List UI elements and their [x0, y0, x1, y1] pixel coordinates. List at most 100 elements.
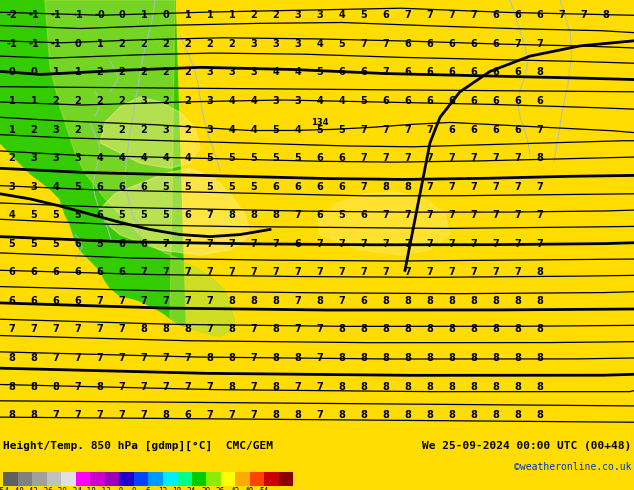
- Text: 7: 7: [449, 210, 455, 220]
- Text: 2: 2: [163, 68, 169, 77]
- Text: 5: 5: [75, 182, 81, 192]
- Text: 8: 8: [382, 296, 389, 306]
- Text: 7: 7: [470, 210, 477, 220]
- Text: 8: 8: [339, 382, 346, 392]
- Text: 3: 3: [75, 153, 81, 163]
- Text: 7: 7: [515, 153, 521, 163]
- Text: 6: 6: [316, 153, 323, 163]
- Text: 1: 1: [184, 10, 191, 20]
- Text: 7: 7: [383, 239, 389, 249]
- Text: ©weatheronline.co.uk: ©weatheronline.co.uk: [514, 462, 631, 472]
- Text: 4: 4: [339, 10, 346, 20]
- Text: 8: 8: [515, 296, 521, 306]
- Text: 7: 7: [470, 182, 477, 192]
- Text: 7: 7: [119, 353, 126, 363]
- Text: 7: 7: [250, 324, 257, 334]
- Text: 8: 8: [449, 353, 455, 363]
- Text: 7: 7: [163, 239, 169, 249]
- Text: 3: 3: [295, 96, 301, 106]
- Text: 6: 6: [383, 10, 389, 20]
- Text: 4: 4: [339, 96, 346, 106]
- Text: 7: 7: [493, 210, 500, 220]
- Text: 6: 6: [53, 296, 60, 306]
- Text: 8: 8: [404, 324, 411, 334]
- Text: 3: 3: [53, 153, 60, 163]
- Text: 7: 7: [295, 268, 301, 277]
- Text: 7: 7: [229, 268, 235, 277]
- Text: 7: 7: [96, 324, 103, 334]
- Text: 7: 7: [404, 239, 411, 249]
- Text: 6: 6: [339, 182, 346, 192]
- Text: 5: 5: [361, 10, 367, 20]
- Text: 3: 3: [229, 68, 235, 77]
- Text: 7: 7: [273, 268, 280, 277]
- Text: 6: 6: [184, 410, 191, 420]
- Text: 8: 8: [250, 296, 257, 306]
- Text: 1: 1: [229, 10, 235, 20]
- Text: 7: 7: [141, 382, 147, 392]
- Text: 8: 8: [361, 324, 368, 334]
- Text: 3: 3: [273, 39, 280, 49]
- Text: 5: 5: [339, 39, 346, 49]
- Text: 0: 0: [119, 10, 126, 20]
- Text: 7: 7: [449, 239, 455, 249]
- Text: 7: 7: [316, 268, 323, 277]
- Text: 7: 7: [295, 382, 301, 392]
- Text: 4: 4: [316, 39, 323, 49]
- Text: 7: 7: [470, 153, 477, 163]
- Text: 8: 8: [404, 353, 411, 363]
- Text: 8: 8: [449, 410, 455, 420]
- Text: 5: 5: [163, 210, 169, 220]
- Text: 7: 7: [536, 124, 543, 135]
- Text: -1: -1: [6, 39, 17, 49]
- Text: 7: 7: [581, 10, 587, 20]
- Text: 6: 6: [30, 268, 37, 277]
- Text: 8: 8: [427, 296, 434, 306]
- Text: 8: 8: [96, 382, 103, 392]
- Text: 8: 8: [361, 382, 368, 392]
- Text: 5: 5: [9, 239, 15, 249]
- Text: 8: 8: [470, 353, 477, 363]
- Text: 6: 6: [339, 153, 346, 163]
- Text: 8: 8: [229, 382, 235, 392]
- Text: 4: 4: [250, 96, 257, 106]
- Text: -1: -1: [29, 10, 39, 20]
- Text: 8: 8: [536, 382, 543, 392]
- Text: 7: 7: [427, 210, 434, 220]
- Text: 4: 4: [96, 153, 103, 163]
- Bar: [75, 472, 90, 486]
- Text: 6: 6: [141, 239, 147, 249]
- Text: 6: 6: [493, 10, 500, 20]
- Text: 5: 5: [119, 210, 126, 220]
- Text: 4: 4: [295, 124, 301, 135]
- Text: 2: 2: [75, 124, 81, 135]
- Text: 8: 8: [9, 382, 15, 392]
- Text: -0: -0: [94, 10, 105, 20]
- Text: 8: 8: [536, 410, 543, 420]
- Text: 7: 7: [250, 382, 257, 392]
- Text: 8: 8: [536, 324, 543, 334]
- Polygon shape: [0, 0, 185, 326]
- Text: 8: 8: [361, 410, 368, 420]
- Text: 6: 6: [273, 182, 280, 192]
- Text: 8: 8: [493, 382, 500, 392]
- Text: 7: 7: [383, 268, 389, 277]
- Text: 7: 7: [184, 353, 191, 363]
- Text: 7: 7: [427, 124, 434, 135]
- Text: 5: 5: [295, 153, 301, 163]
- Text: 5: 5: [273, 124, 280, 135]
- Text: 5: 5: [339, 124, 346, 135]
- Text: 7: 7: [361, 39, 367, 49]
- Text: 5: 5: [53, 239, 60, 249]
- Text: 7: 7: [250, 239, 257, 249]
- Text: 6: 6: [119, 182, 126, 192]
- Text: 36: 36: [216, 487, 225, 490]
- Bar: [119, 472, 134, 486]
- Text: 7: 7: [383, 39, 389, 49]
- Text: 6: 6: [316, 210, 323, 220]
- Text: 7: 7: [316, 382, 323, 392]
- Text: 7: 7: [493, 153, 500, 163]
- Text: -30: -30: [54, 487, 68, 490]
- Text: 7: 7: [141, 353, 147, 363]
- Text: 7: 7: [207, 324, 214, 334]
